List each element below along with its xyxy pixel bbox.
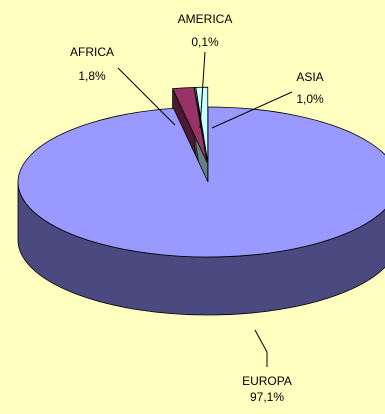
slice-asia [195,86,209,163]
label-africa-name: AFRICA [70,45,114,59]
label-europa-name: EUROPA [242,374,292,388]
label-asia-name: ASIA [296,70,323,84]
label-europa-value: 97,1% [250,390,284,404]
leader-line-asia [211,91,293,129]
slice-europa [17,106,385,258]
label-africa-value: 1,8% [78,69,106,83]
leader-lines-layer [117,51,293,367]
label-asia-value: 1,0% [296,92,324,106]
leader-line-africa [117,67,176,126]
slice-africa [171,87,208,163]
slice-tops-layer [17,86,385,258]
label-america-name: AMERICA [178,12,233,26]
leader-line-america [199,51,206,129]
leader-line-europa [254,329,268,367]
label-america-value: 0,1% [191,35,219,49]
